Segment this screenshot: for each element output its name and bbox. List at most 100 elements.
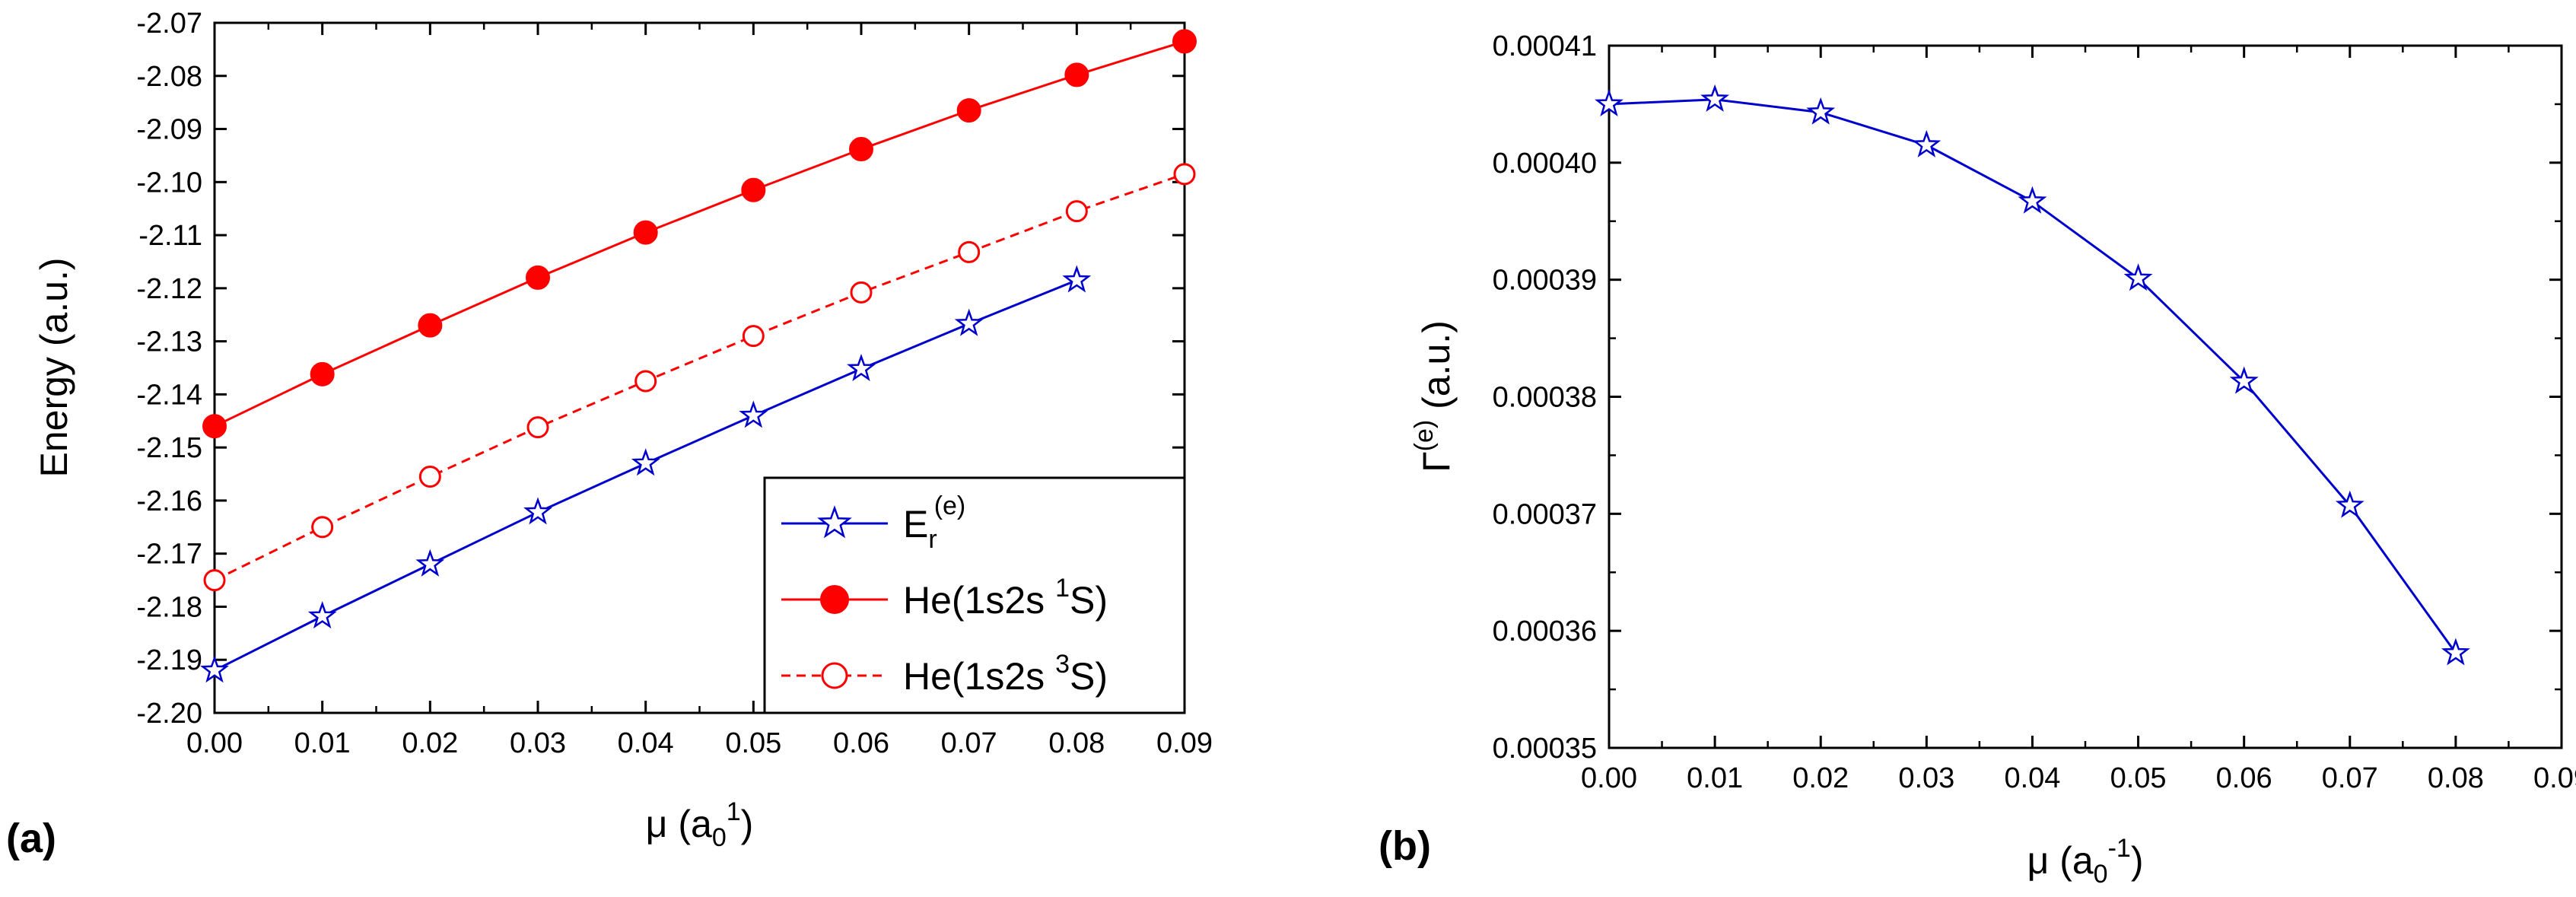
data-point [1700, 84, 1730, 112]
data-point [742, 325, 765, 348]
data-point [418, 313, 443, 338]
data-point [956, 98, 981, 123]
series--e- [1595, 84, 2470, 666]
y-tick-label: -2.07 [136, 8, 202, 40]
data-point [310, 361, 335, 386]
legend-marker [820, 585, 849, 614]
y-tick-label: 0.00037 [1493, 498, 1597, 530]
x-tick-label: 0.03 [510, 727, 566, 759]
data-point [633, 220, 658, 245]
x-tick-label: 0.08 [2428, 762, 2484, 794]
x-tick-label: 0.05 [2110, 762, 2167, 794]
y-axis-title: Energy (a.u.) [33, 257, 75, 477]
y-tick-label: -2.11 [138, 220, 202, 252]
y-tick-label: 0.00040 [1493, 148, 1597, 180]
data-point [200, 655, 229, 683]
data-point [1062, 265, 1092, 293]
x-tick-label: 0.09 [1156, 727, 1213, 759]
y-tick-label: 0.00039 [1493, 265, 1597, 297]
data-point [741, 177, 766, 202]
data-point [850, 281, 873, 304]
x-tick-label: 0.02 [1792, 762, 1849, 794]
y-tick-label: -2.09 [136, 114, 202, 146]
legend: Er(e) He(1s2s 1S) He(1s2s 3S) [763, 476, 1186, 714]
legend-label: He(1s2s 3S) [903, 650, 1108, 698]
y-tick-label: 0.00035 [1493, 733, 1597, 765]
data-point [418, 466, 441, 488]
x-tick-label: 0.01 [294, 727, 351, 759]
y-tick-label: -2.16 [136, 485, 202, 517]
x-tick-label: 0.00 [186, 727, 243, 759]
y-tick-label: -2.14 [136, 379, 202, 411]
x-tick-label: 0.01 [1687, 762, 1743, 794]
y-tick-label: -2.13 [136, 326, 202, 358]
panel-label: (b) [1379, 823, 1431, 869]
x-tick-label: 0.06 [2216, 762, 2272, 794]
data-point [958, 240, 981, 263]
panel-b: 0.00 0.01 0.02 0.03 0.04 0.05 0.06 0.07 0.08 0.09… [1379, 30, 2576, 889]
data-point [2018, 186, 2047, 214]
x-tick-label: 0.04 [618, 727, 674, 759]
data-point [954, 308, 984, 336]
panel-label: (a) [6, 816, 56, 861]
data-point [631, 448, 660, 476]
data-point [523, 497, 552, 525]
y-tick-label: -2.15 [136, 432, 202, 464]
data-point [307, 601, 337, 629]
x-tick-label: 0.07 [941, 727, 997, 759]
data-point [1172, 29, 1197, 54]
panel-a: 0.00 0.01 0.02 0.03 0.04 0.05 0.06 0.07 0.08 0.09… [6, 8, 1213, 861]
data-point [2229, 366, 2259, 394]
series-line [214, 173, 1185, 581]
x-tick-label: 0.06 [833, 727, 889, 759]
legend-label: Er(e) [903, 491, 965, 554]
data-point [1912, 129, 1942, 157]
data-point [203, 569, 226, 592]
x-tick-label: 0.07 [2322, 762, 2378, 794]
x-tick-label: 0.09 [2533, 762, 2576, 794]
y-tick-label: 0.00041 [1493, 30, 1597, 62]
y-tick-label: -2.19 [136, 644, 202, 676]
data-point [847, 353, 876, 381]
x-tick-label: 0.00 [1581, 762, 1637, 794]
y-tick-label: -2.20 [136, 698, 202, 730]
data-point [2335, 490, 2365, 518]
data-point [1065, 200, 1088, 223]
data-point [526, 416, 549, 439]
data-point [1806, 97, 1836, 125]
y-tick-label: -2.08 [136, 61, 202, 93]
legend-marker [821, 662, 848, 689]
data-point [2441, 638, 2470, 666]
data-point [849, 137, 873, 162]
series-he-1s2s-1s- [202, 29, 1197, 439]
y-tick-label: -2.17 [136, 539, 202, 571]
legend-label: He(1s2s 1S) [903, 574, 1108, 622]
data-point [311, 516, 334, 539]
data-point [415, 549, 445, 577]
x-tick-label: 0.03 [1898, 762, 1954, 794]
y-tick-label: 0.00036 [1493, 615, 1597, 647]
series-er-e- [200, 265, 1092, 683]
data-point [202, 414, 227, 439]
y-tick-label: 0.00038 [1493, 382, 1597, 414]
x-axis-title: μ (a01) [646, 797, 754, 852]
y-axis-title: Γ(e) (a.u.) [1410, 320, 1458, 472]
series-line [214, 40, 1185, 428]
legend-marker [817, 505, 852, 539]
x-axis-title: μ (a0-1) [2027, 834, 2144, 889]
data-point [1173, 163, 1196, 186]
data-point [526, 265, 550, 290]
x-tick-label: 0.05 [725, 727, 781, 759]
x-tick-label: 0.04 [2004, 762, 2060, 794]
y-tick-label: -2.10 [136, 167, 202, 199]
y-tick-label: -2.18 [136, 591, 202, 623]
series-he-1s2s-3s- [203, 163, 1196, 592]
data-point [2123, 263, 2153, 291]
data-point [1064, 62, 1089, 87]
data-point [634, 370, 657, 393]
y-tick-label: -2.12 [136, 273, 202, 305]
plot-frame [1608, 44, 2563, 749]
x-tick-label: 0.02 [402, 727, 458, 759]
data-point [739, 400, 768, 428]
